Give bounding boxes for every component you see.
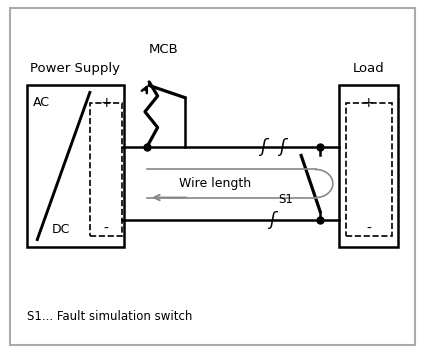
Bar xyxy=(90,103,122,236)
Text: +: + xyxy=(363,96,374,110)
Bar xyxy=(27,85,124,246)
Text: ʃ: ʃ xyxy=(279,138,285,156)
Text: ʃ: ʃ xyxy=(269,211,275,229)
Bar xyxy=(339,85,398,246)
Text: +: + xyxy=(100,96,112,110)
Text: S1... Fault simulation switch: S1... Fault simulation switch xyxy=(27,310,192,323)
Text: -: - xyxy=(103,222,108,236)
Text: Load: Load xyxy=(353,62,385,75)
Text: MCB: MCB xyxy=(149,43,179,56)
Text: Power Supply: Power Supply xyxy=(30,62,120,75)
Bar xyxy=(346,103,392,236)
Text: -: - xyxy=(366,222,371,236)
Text: AC: AC xyxy=(33,96,50,109)
Text: ʃ: ʃ xyxy=(260,138,266,156)
Text: S1: S1 xyxy=(278,193,293,206)
Text: DC: DC xyxy=(52,223,71,236)
Text: Wire length: Wire length xyxy=(178,177,251,190)
